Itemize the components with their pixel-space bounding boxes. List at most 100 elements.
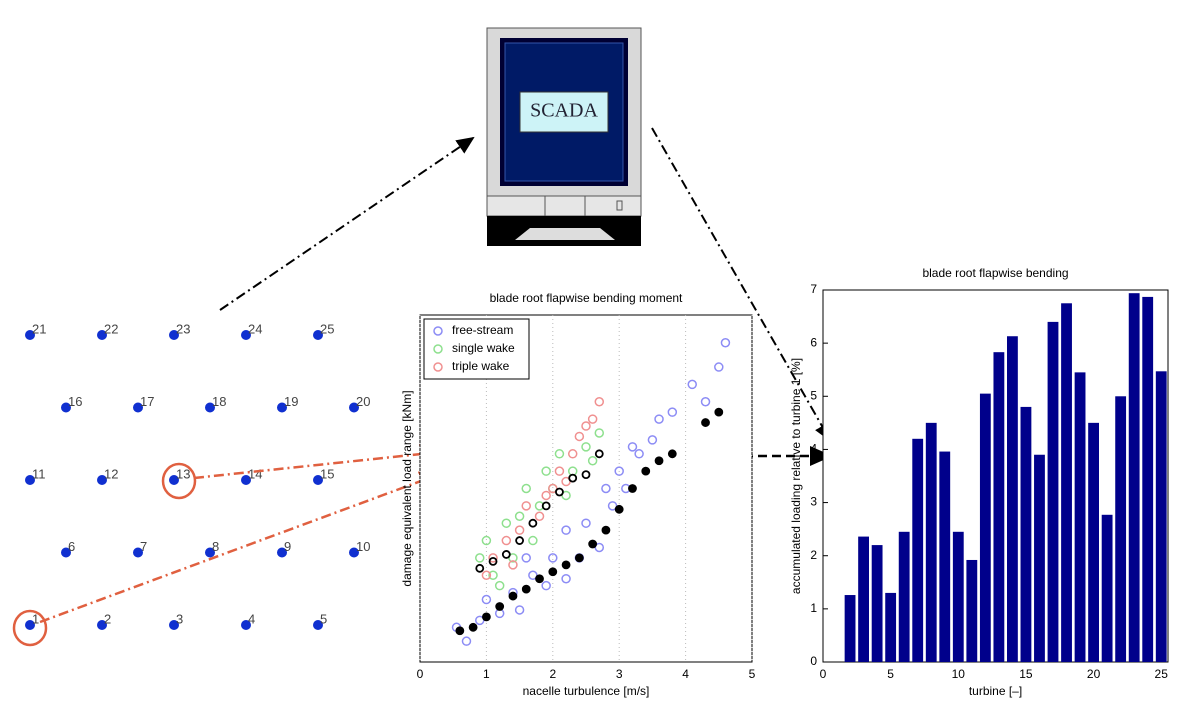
bar — [966, 560, 977, 662]
legend-label: single wake — [452, 341, 515, 355]
turbine-label: 10 — [356, 539, 370, 554]
bar — [1129, 293, 1140, 662]
turbine-label: 23 — [176, 321, 190, 336]
chart-title: blade root flapwise bending — [922, 266, 1068, 280]
y-tick-label: 2 — [810, 548, 817, 562]
bar — [1156, 371, 1167, 662]
x-tick-label: 4 — [682, 667, 689, 681]
bar — [993, 352, 1004, 662]
turbine-label: 18 — [212, 394, 226, 409]
mean-point — [715, 409, 722, 416]
bar — [1048, 322, 1059, 662]
mean-point — [549, 568, 556, 575]
turbine-label: 17 — [140, 394, 154, 409]
turbine-label: 8 — [212, 539, 219, 554]
bar — [1034, 455, 1045, 662]
turbine-label: 12 — [104, 466, 118, 481]
turbine-label: 20 — [356, 394, 370, 409]
turbine-label: 2 — [104, 611, 111, 626]
bar — [1102, 515, 1113, 662]
mean-point — [669, 450, 676, 457]
x-tick-label: 3 — [616, 667, 623, 681]
turbine-label: 11 — [32, 466, 46, 481]
page: {"monitor_label": "SCADA", "turbines": [… — [0, 0, 1179, 715]
turbine-label: 24 — [248, 321, 262, 336]
x-tick-label: 5 — [749, 667, 756, 681]
y-tick-label: 4 — [810, 442, 817, 456]
bar — [953, 532, 964, 662]
monitor: SCADA — [487, 28, 641, 246]
turbine-label: 21 — [32, 321, 46, 336]
mean-point — [616, 506, 623, 513]
bar — [1075, 372, 1086, 662]
mean-point — [702, 419, 709, 426]
x-tick-label: 0 — [417, 667, 424, 681]
turbine-label: 4 — [248, 611, 255, 626]
x-tick-label: 0 — [820, 667, 827, 681]
mean-point — [563, 561, 570, 568]
turbine-label: 15 — [320, 466, 334, 481]
mean-point — [470, 624, 477, 631]
bar — [939, 452, 950, 662]
y-tick-label: 3 — [810, 495, 817, 509]
y-tick-label: 7 — [810, 282, 817, 296]
x-tick-label: 10 — [952, 667, 966, 681]
turbine-label: 3 — [176, 611, 183, 626]
turbine-label: 5 — [320, 611, 327, 626]
y-tick-label: 0 — [810, 654, 817, 668]
bar — [885, 593, 896, 662]
bar — [899, 532, 910, 662]
bar — [1007, 336, 1018, 662]
bar — [1142, 297, 1153, 662]
mean-point — [483, 613, 490, 620]
turbine-label: 25 — [320, 321, 334, 336]
mean-point — [589, 541, 596, 548]
turbine-label: 7 — [140, 539, 147, 554]
mean-point — [642, 468, 649, 475]
legend-label: free-stream — [452, 323, 513, 337]
mean-point — [602, 527, 609, 534]
y-axis-label: accumulated loading relative to turbine … — [789, 358, 803, 594]
legend-label: triple wake — [452, 359, 510, 373]
turbine-label: 19 — [284, 394, 298, 409]
bar — [980, 394, 991, 662]
x-tick-label: 15 — [1019, 667, 1033, 681]
monitor-label: SCADA — [530, 100, 598, 122]
scatter-chart: blade root flapwise bending moment nacell… — [400, 291, 755, 698]
y-tick-label: 1 — [810, 601, 817, 615]
mean-point — [496, 603, 503, 610]
bar — [1061, 303, 1072, 662]
bar — [1021, 407, 1032, 662]
mean-point — [656, 457, 663, 464]
turbine-label: 14 — [248, 466, 262, 481]
x-tick-label: 5 — [887, 667, 894, 681]
mean-point — [523, 586, 530, 593]
x-axis-label: nacelle turbulence [m/s] — [523, 684, 650, 698]
mean-point — [576, 554, 583, 561]
bar — [926, 423, 937, 662]
bar-chart: blade root flapwise bending turbine [–] ac… — [789, 266, 1168, 698]
y-tick-label: 6 — [810, 335, 817, 349]
bar — [872, 545, 883, 662]
turbine-label: 9 — [284, 539, 291, 554]
y-axis-label: damage equivalent load range [kNm] — [400, 390, 414, 586]
turbine-label: 16 — [68, 394, 82, 409]
turbine-label: 6 — [68, 539, 75, 554]
y-tick-label: 5 — [810, 388, 817, 402]
x-axis-label: turbine [–] — [969, 684, 1022, 698]
bar — [1115, 396, 1126, 662]
legend: free-stream single wake triple wake — [424, 319, 529, 379]
bar — [1088, 423, 1099, 662]
bar — [858, 537, 869, 662]
mean-point — [456, 627, 463, 634]
bar — [912, 439, 923, 662]
figure: SCADA 1234567891011121314151617181920212… — [0, 0, 1179, 710]
turbine-label: 22 — [104, 321, 118, 336]
x-tick-label: 1 — [483, 667, 490, 681]
x-tick-label: 2 — [549, 667, 556, 681]
x-tick-label: 25 — [1155, 667, 1169, 681]
mean-point — [509, 593, 516, 600]
chart-title: blade root flapwise bending moment — [490, 291, 683, 305]
bar — [845, 595, 856, 662]
